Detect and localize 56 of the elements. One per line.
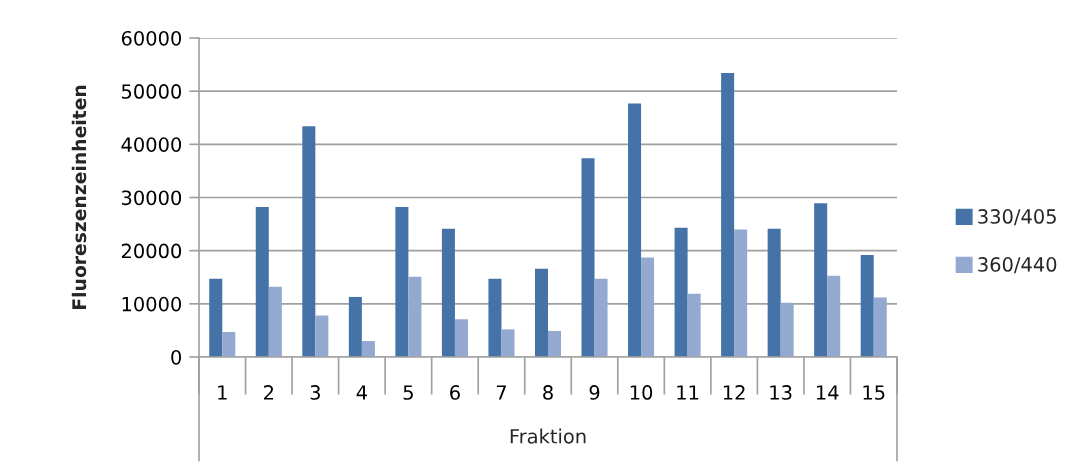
bar: [860, 254, 874, 357]
x-tick-label: 1: [218, 385, 227, 400]
bar: [454, 319, 468, 357]
bar: [222, 332, 236, 357]
bar: [641, 257, 655, 357]
bar: [548, 330, 562, 357]
x-tick-label: 14: [816, 385, 839, 400]
x-tick-label: 11: [677, 385, 699, 400]
x-tick-label: 2: [264, 385, 274, 400]
x-tick-label: 9: [589, 385, 600, 400]
bar: [814, 203, 828, 357]
bar: [361, 341, 375, 357]
bar: [628, 103, 642, 357]
bar: [873, 297, 887, 357]
bar: [302, 126, 316, 357]
bar: [534, 268, 548, 357]
y-tick-label: 40000: [121, 137, 182, 152]
bar: [674, 227, 688, 357]
bar: [721, 73, 735, 357]
bar: [268, 286, 282, 357]
x-tick-label: 12: [723, 385, 745, 400]
y-tick-label: 20000: [121, 243, 182, 259]
y-tick-label: 60000: [121, 30, 182, 46]
legend-label: 360/440: [978, 257, 1057, 274]
bar: [767, 228, 781, 357]
bar: [594, 278, 608, 357]
y-tick-label: 10000: [122, 296, 182, 312]
bar: [209, 278, 223, 357]
bar: [348, 296, 362, 357]
x-tick-label: 8: [543, 385, 553, 400]
x-tick-label: 5: [403, 385, 413, 400]
bar: [827, 275, 841, 357]
x-tick-label: 4: [356, 385, 367, 400]
x-tick-label: 15: [863, 385, 885, 400]
y-tick-label: 30000: [121, 190, 182, 206]
y-axis-title: Fluoreszenzeinheiten: [71, 85, 87, 310]
bar: [395, 207, 409, 357]
y-tick-label: 50000: [121, 84, 182, 99]
bar: [581, 158, 595, 357]
bar: [315, 315, 329, 357]
legend-label: 330/405: [978, 209, 1056, 226]
bar: [687, 293, 701, 357]
y-tick-label: 0: [171, 349, 182, 365]
x-tick-label: 6: [450, 385, 460, 400]
bar: [501, 329, 515, 357]
bar: [255, 207, 269, 357]
bar: [734, 229, 748, 357]
x-tick-label: 10: [630, 385, 653, 400]
bar: [441, 228, 455, 357]
x-tick-label: 7: [496, 385, 506, 400]
x-axis-title: Fraktion: [510, 428, 586, 444]
x-tick-label: 3: [310, 385, 320, 400]
bar: [488, 278, 502, 357]
bar: [780, 302, 794, 357]
bar: [408, 276, 422, 357]
x-tick-label: 13: [770, 385, 792, 400]
